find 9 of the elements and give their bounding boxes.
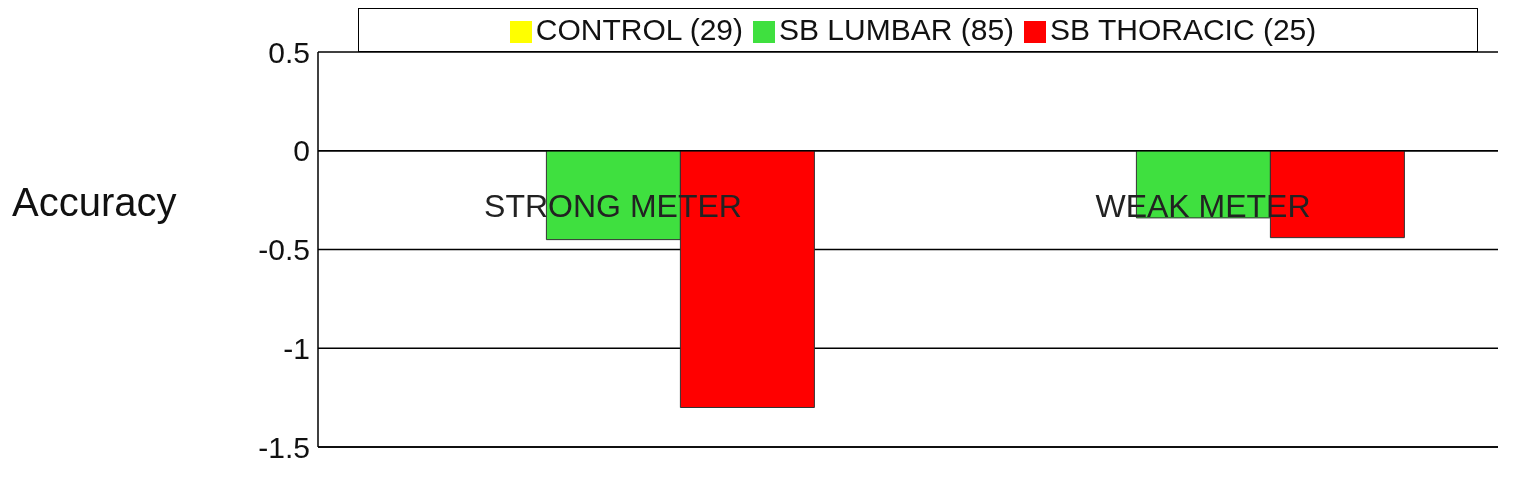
legend-label: SB LUMBAR (85) — [779, 13, 1015, 46]
legend-label: SB THORACIC (25) — [1050, 13, 1317, 46]
y-tick-label: 0.5 — [268, 35, 310, 69]
y-axis-title: Accuracy — [12, 180, 177, 225]
y-tick-label: -0.5 — [258, 233, 310, 267]
y-tick-label: -1.5 — [258, 430, 310, 464]
legend-label: CONTROL (29) — [535, 13, 743, 46]
y-tick-label: 0 — [293, 134, 310, 168]
y-tick-label: -1 — [283, 331, 310, 365]
